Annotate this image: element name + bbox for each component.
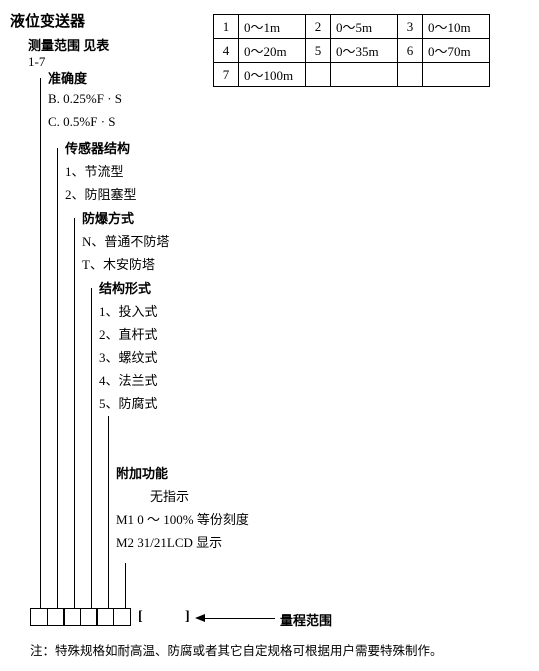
addition-item: M1 0 ～ 100% 等份刻度 [116,509,249,528]
explosion-item: N、普通不防塔 [82,231,169,250]
structure-item: 3、螺纹式 [99,347,158,366]
range-cell: 0～35m [331,39,398,63]
footnote: 注：特殊规格如耐高温、防腐或者其它自定规格可根据用户需要特殊制作。 [30,640,443,659]
addition-item: M2 31/21LCD 显示 [116,532,222,551]
structure-item: 5、防腐式 [99,393,158,412]
spec-tree: 准确度 B. 0.25%F · S C. 0.5%F · S 传感器结构 1、节… [10,68,510,628]
structure-item: 2、直杆式 [99,324,158,343]
range-cell: 0～70m [423,39,490,63]
sensor-item: 1、节流型 [65,161,124,180]
bracket-open: [ [138,609,143,625]
code-box [80,608,98,626]
code-boxes [30,608,129,626]
range-cell: 0～20m [239,39,306,63]
range-cell: 0～10m [423,15,490,39]
code-box [63,608,81,626]
code-box [30,608,48,626]
addition-heading: 附加功能 [116,463,168,482]
addition-item: 无指示 [150,486,189,505]
range-cell: 6 [398,39,423,63]
range-cell: 1 [214,15,239,39]
range-cell: 2 [306,15,331,39]
range-cell: 0～1m [239,15,306,39]
range-cell: 0～5m [331,15,398,39]
structure-item: 1、投入式 [99,301,158,320]
accuracy-item: B. 0.25%F · S [48,91,122,107]
accuracy-heading: 准确度 [48,68,87,87]
explosion-item: T、木安防塔 [82,254,155,273]
arrow-line [205,618,275,619]
range-cell: 4 [214,39,239,63]
bracket-close: ] [185,609,190,625]
scope-label: 量程范围 [280,610,332,629]
explosion-heading: 防爆方式 [82,208,134,227]
range-cell: 3 [398,15,423,39]
structure-item: 4、法兰式 [99,370,158,389]
accuracy-item: C. 0.5%F · S [48,114,116,130]
range-cell: 5 [306,39,331,63]
structure-heading: 结构形式 [99,278,151,297]
code-box [96,608,114,626]
code-box [113,608,131,626]
arrow-icon [195,614,205,622]
sensor-item: 2、防阻塞型 [65,184,137,203]
sensor-heading: 传感器结构 [65,138,130,157]
code-box [47,608,65,626]
